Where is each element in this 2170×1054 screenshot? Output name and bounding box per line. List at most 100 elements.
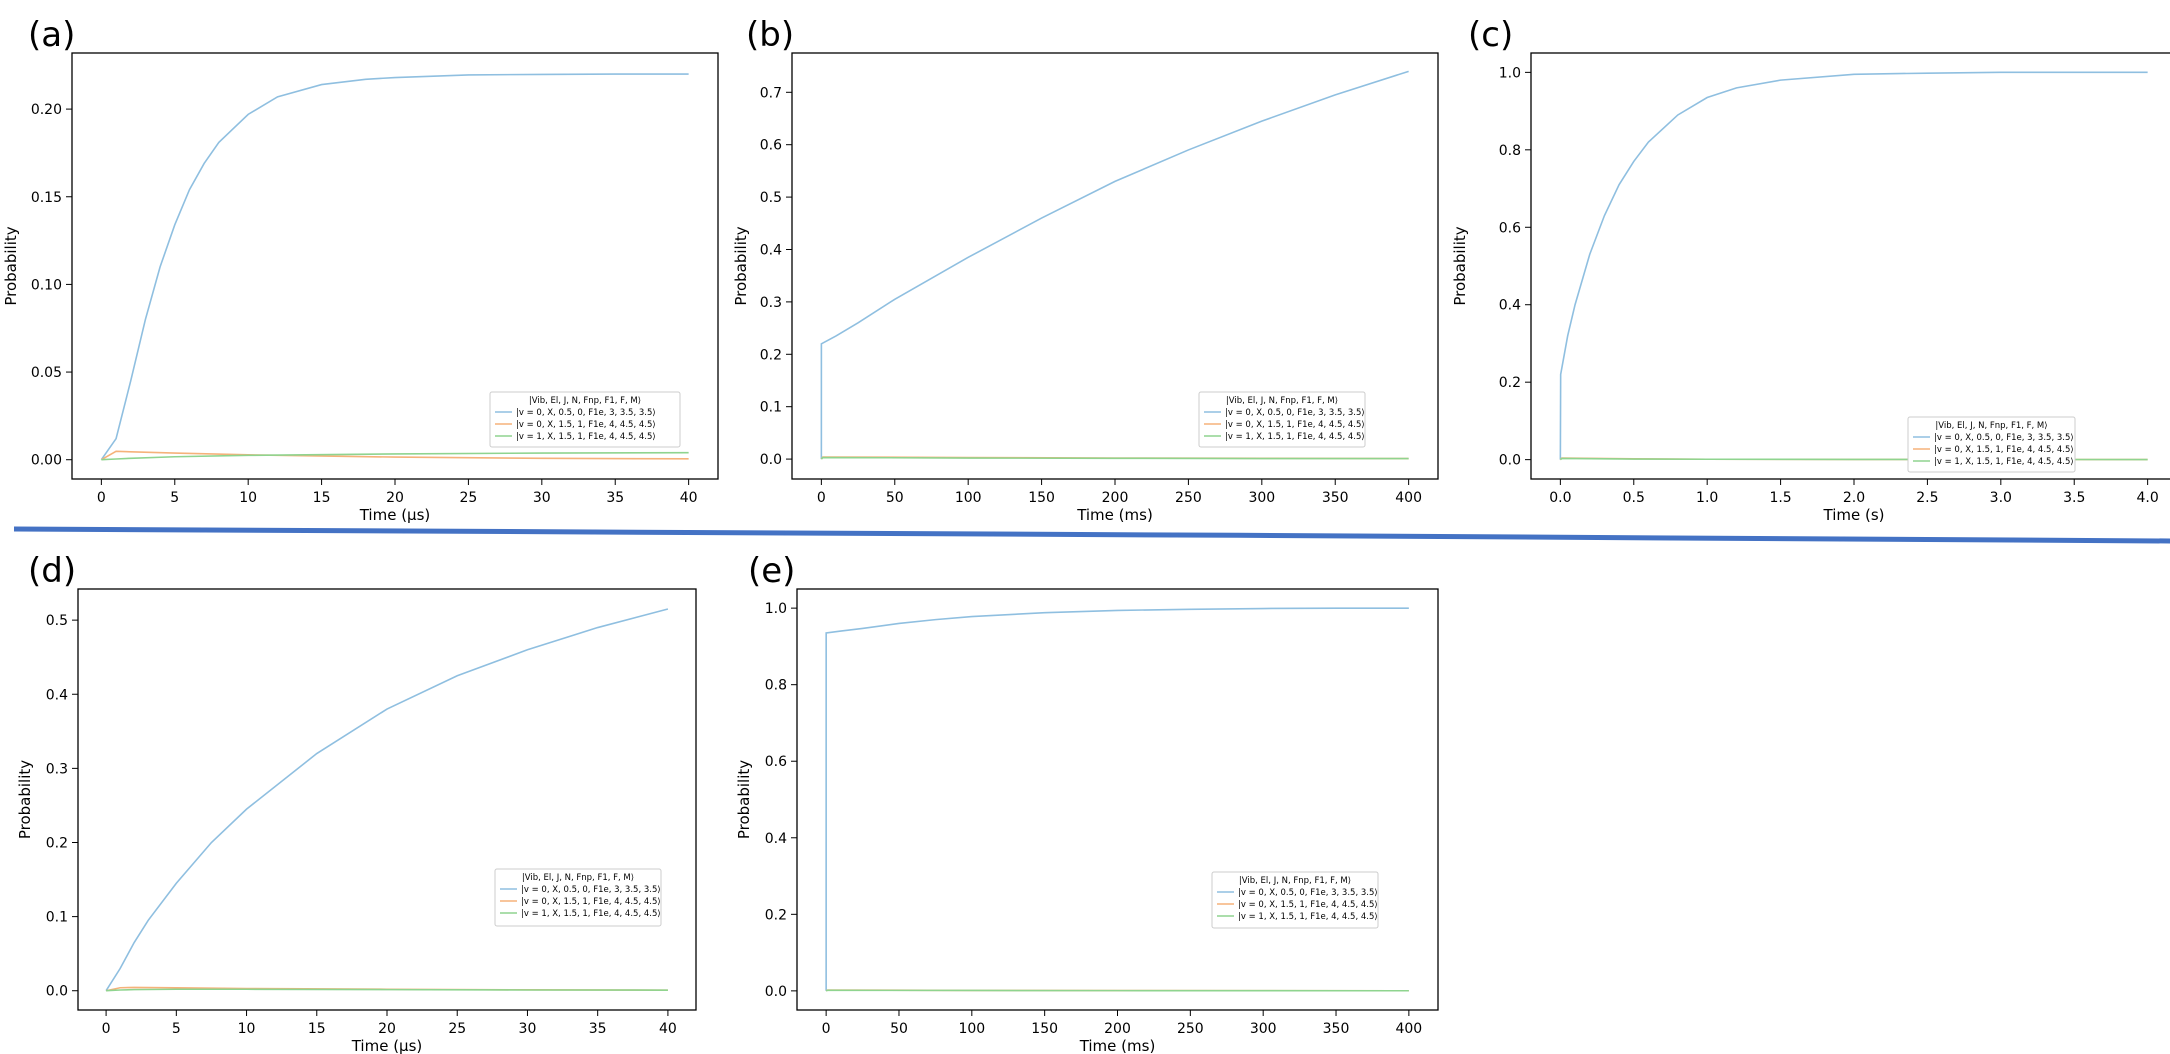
x-tick-label: 4.0 [2137, 490, 2159, 506]
y-tick-label: 0.0 [765, 984, 787, 1000]
y-tick-label: 0.6 [765, 754, 787, 770]
y-tick-label: 0.15 [31, 190, 62, 206]
series-line-1 [820, 70, 1409, 460]
plot-frame [77, 588, 697, 1011]
y-tick-label: 0.1 [760, 400, 782, 416]
x-tick-label: 30 [519, 1021, 537, 1037]
panel-label: (b) [746, 15, 794, 55]
chart-panel-1: (a) 0 5 10 15 20 25 30 35 40 0.00 0.05 0.10 0.15 0.20 T… [2, 15, 719, 524]
y-tick-label: 0.6 [1499, 220, 1521, 236]
legend-entry-label: |v = 0, X, 1.5, 1, F1e, 4, 4.5, 4.5⟩ [521, 897, 661, 907]
y-tick-label: 0.20 [31, 102, 62, 118]
legend-entry-label: |v = 1, X, 1.5, 1, F1e, 4, 4.5, 4.5⟩ [1225, 432, 1365, 442]
legend-entry-label: |v = 0, X, 0.5, 0, F1e, 3, 3.5, 3.5⟩ [1225, 408, 1365, 418]
x-tick-label: 0 [822, 1021, 831, 1037]
x-tick-label: 15 [313, 490, 331, 506]
y-tick-label: 1.0 [1499, 65, 1521, 81]
legend-entry-label: |v = 0, X, 0.5, 0, F1e, 3, 3.5, 3.5⟩ [521, 885, 661, 895]
y-tick-label: 0.5 [46, 613, 68, 629]
legend-entry-label: |v = 1, X, 1.5, 1, F1e, 4, 4.5, 4.5⟩ [516, 432, 656, 442]
x-tick-label: 5 [170, 490, 179, 506]
x-tick-label: 150 [1028, 490, 1055, 506]
legend-entry-label: |v = 0, X, 0.5, 0, F1e, 3, 3.5, 3.5⟩ [1934, 433, 2074, 443]
y-tick-label: 0.8 [765, 678, 787, 694]
y-tick-label: 0.4 [46, 687, 68, 703]
chart-panel-4: (d) 0 5 10 15 20 25 30 35 40 0.0 0.1 0.2 0.3 0.4 0.5 Tim… [16, 551, 697, 1054]
series-line-3 [825, 989, 1409, 992]
series-line-1 [105, 608, 669, 992]
legend: |Vib, El, J, N, Fnp, F1, F, M⟩ |v = 0, X,… [489, 391, 681, 448]
x-tick-label: 50 [886, 490, 904, 506]
x-tick-label: 35 [589, 1021, 607, 1037]
x-axis-label: Time (μs) [359, 506, 431, 524]
x-tick-label: 300 [1250, 1021, 1277, 1037]
legend-entry-label: |v = 0, X, 1.5, 1, F1e, 4, 4.5, 4.5⟩ [1934, 445, 2074, 455]
chart-panels: (a)0 5 10 15 20 25 30 35 400.000.050.100.150.20T… [2, 15, 2170, 1054]
y-tick-label: 0.2 [46, 835, 68, 851]
legend-entry-label: |v = 0, X, 0.5, 0, F1e, 3, 3.5, 3.5⟩ [516, 408, 656, 418]
x-tick-label: 200 [1104, 1021, 1131, 1037]
panel-label: (e) [748, 551, 795, 591]
x-tick-label: 400 [1395, 490, 1422, 506]
series-line-3 [106, 988, 668, 992]
legend-entry-label: |v = 0, X, 1.5, 1, F1e, 4, 4.5, 4.5⟩ [1225, 420, 1365, 430]
row-divider-line [13, 526, 2170, 544]
x-tick-label: 400 [1395, 1021, 1422, 1037]
y-axis-label: Probability [735, 760, 753, 839]
x-tick-label: 100 [958, 1021, 985, 1037]
legend-entry-label: |v = 0, X, 1.5, 1, F1e, 4, 4.5, 4.5⟩ [516, 420, 656, 430]
x-tick-label: 2.5 [1916, 490, 1938, 506]
y-tick-label: 0.7 [760, 85, 782, 101]
y-tick-label: 0.2 [1499, 375, 1521, 391]
y-axis-label: Probability [16, 760, 34, 839]
x-axis-label: Time (ms) [1076, 506, 1153, 524]
series-line-3 [1559, 457, 2148, 461]
y-tick-label: 0.0 [46, 984, 68, 1000]
legend-title: |Vib, El, J, N, Fnp, F1, F, M⟩ [1935, 421, 2047, 431]
legend-entry-label: |v = 1, X, 1.5, 1, F1e, 4, 4.5, 4.5⟩ [1934, 457, 2074, 467]
y-axis-label: Probability [2, 226, 20, 305]
series-line-2 [100, 450, 689, 461]
x-tick-label: 250 [1177, 1021, 1204, 1037]
x-tick-label: 0 [97, 490, 106, 506]
x-tick-label: 40 [680, 490, 698, 506]
x-tick-label: 100 [955, 490, 982, 506]
x-tick-label: 350 [1322, 490, 1349, 506]
y-tick-label: 0.6 [760, 138, 782, 154]
x-tick-label: 10 [239, 490, 257, 506]
legend: |Vib, El, J, N, Fnp, F1, F, M⟩ |v = 0, X,… [494, 868, 662, 927]
x-tick-label: 3.5 [2063, 490, 2085, 506]
legend-title: |Vib, El, J, N, Fnp, F1, F, M⟩ [1226, 396, 1338, 406]
y-tick-label: 0.4 [765, 831, 787, 847]
y-tick-label: 0.3 [46, 761, 68, 777]
x-axis-label: Time (s) [1823, 506, 1885, 524]
x-tick-label: 0 [102, 1021, 111, 1037]
legend-title: |Vib, El, J, N, Fnp, F1, F, M⟩ [1239, 876, 1351, 886]
y-axis-label: Probability [732, 226, 750, 305]
x-tick-label: 300 [1248, 490, 1275, 506]
y-tick-label: 0.0 [1499, 453, 1521, 469]
x-tick-label: 1.5 [1769, 490, 1791, 506]
chart-panel-2: (b) 0 50 100 150 200 250 300 350 400 0.0 0.1 0.2 0.3 0… [732, 15, 1439, 524]
x-tick-label: 5 [172, 1021, 181, 1037]
x-tick-label: 350 [1323, 1021, 1350, 1037]
y-tick-label: 0.2 [765, 907, 787, 923]
y-tick-label: 0.10 [31, 277, 62, 293]
y-tick-label: 0.1 [46, 910, 68, 926]
x-tick-label: 15 [308, 1021, 326, 1037]
chart-panel-5: (e) 0 50 100 150 200 250 300 350 400 0.0 0.2 0.4 0.6 0… [735, 551, 1439, 1054]
panel-label: (c) [1468, 15, 1513, 55]
y-tick-label: 1.0 [765, 601, 787, 617]
legend-entry-label: |v = 1, X, 1.5, 1, F1e, 4, 4.5, 4.5⟩ [521, 909, 661, 919]
legend-entry-label: |v = 0, X, 0.5, 0, F1e, 3, 3.5, 3.5⟩ [1238, 888, 1378, 898]
x-tick-label: 1.0 [1696, 490, 1718, 506]
legend-box [1211, 871, 1379, 929]
x-tick-label: 20 [378, 1021, 396, 1037]
y-tick-label: 0.4 [1499, 298, 1521, 314]
x-tick-label: 0.5 [1623, 490, 1645, 506]
x-tick-label: 30 [533, 490, 551, 506]
y-tick-label: 0.0 [760, 452, 782, 468]
x-tick-label: 200 [1102, 490, 1129, 506]
panel-label: (d) [28, 551, 76, 591]
